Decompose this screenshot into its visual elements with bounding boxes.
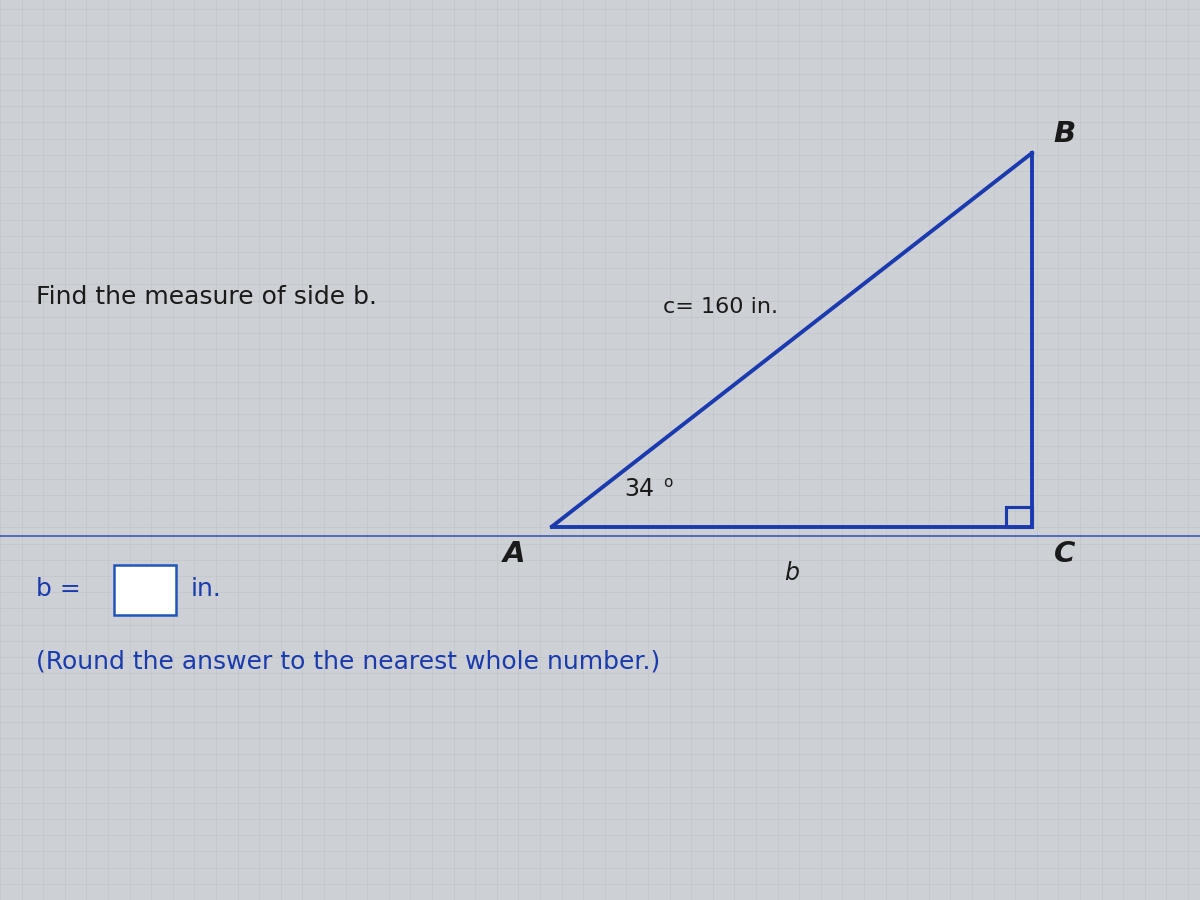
Text: (Round the answer to the nearest whole number.): (Round the answer to the nearest whole n… xyxy=(36,650,660,673)
Bar xyxy=(1006,507,1032,526)
Text: b: b xyxy=(785,561,799,585)
Bar xyxy=(114,565,176,615)
Text: in.: in. xyxy=(191,578,222,601)
Text: C: C xyxy=(1054,540,1075,568)
Text: o: o xyxy=(664,474,673,490)
Text: A: A xyxy=(503,540,526,568)
Text: c= 160 in.: c= 160 in. xyxy=(662,297,778,318)
Text: b =: b = xyxy=(36,578,80,601)
Text: 34: 34 xyxy=(624,477,654,501)
Text: Find the measure of side b.: Find the measure of side b. xyxy=(36,285,377,309)
Text: B: B xyxy=(1054,121,1076,148)
